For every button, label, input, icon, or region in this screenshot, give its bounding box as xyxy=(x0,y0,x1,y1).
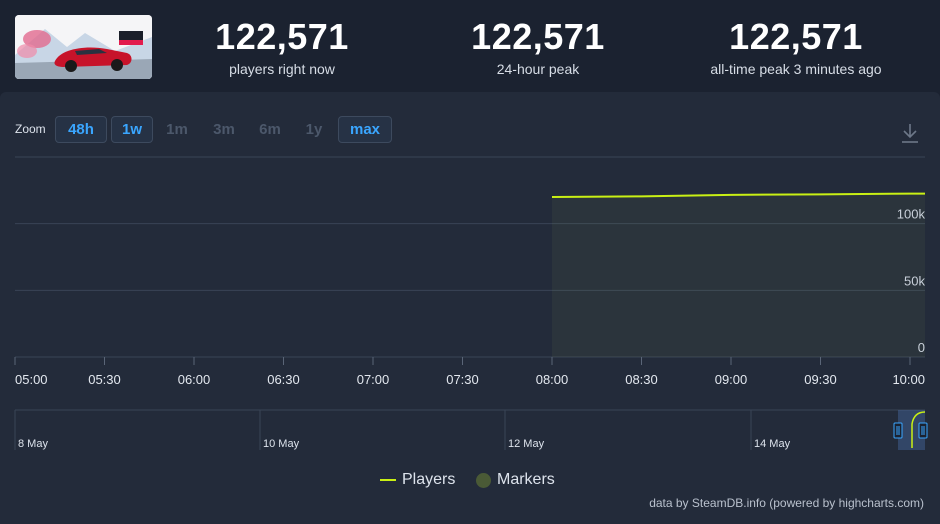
stat-24h-peak-value: 122,571 xyxy=(471,16,605,57)
series-line-players xyxy=(551,192,925,198)
stat-all-time-peak-label: all-time peak 3 minutes ago xyxy=(710,61,882,77)
y-tick-label-100k: 100k xyxy=(897,207,926,222)
chart-navigator[interactable]: 8 May 10 May 12 May 14 May xyxy=(14,409,928,450)
x-tick-label-08:30: 08:30 xyxy=(625,372,658,387)
chart-series-area xyxy=(551,192,925,357)
zoom-max-button[interactable]: max xyxy=(338,116,392,143)
stat-24h-peak: 122,571 24-hour peak xyxy=(408,18,668,78)
navigator-label-8-May: 8 May xyxy=(18,438,48,450)
x-tick-label-05:00: 05:00 xyxy=(15,372,48,387)
zoom-3m-button[interactable]: 3m xyxy=(213,121,235,138)
navigator-series-line xyxy=(911,411,926,448)
chart-gridlines xyxy=(15,156,925,358)
stat-current: 122,571 players right now xyxy=(152,18,412,78)
navigator-handle-right[interactable] xyxy=(918,422,928,439)
download-icon[interactable] xyxy=(900,122,920,144)
zoom-1w-button[interactable]: 1w xyxy=(111,116,153,143)
zoom-1y-button[interactable]: 1y xyxy=(305,121,323,138)
header-strip xyxy=(0,0,940,92)
zoom-48h-button[interactable]: 48h xyxy=(55,116,107,143)
x-tick-label-08:00: 08:00 xyxy=(536,372,569,387)
legend-item-markers[interactable]: Markers xyxy=(476,468,555,492)
markers-dot-icon xyxy=(476,472,491,488)
stat-current-value: 122,571 xyxy=(215,16,349,57)
x-tick-label-07:30: 07:30 xyxy=(446,372,479,387)
game-cover-art[interactable] xyxy=(15,15,152,79)
x-tick-label-06:30: 06:30 xyxy=(267,372,300,387)
legend-markers-label: Markers xyxy=(497,471,555,488)
game-cover-icon xyxy=(15,15,152,79)
chart-credits[interactable]: data by SteamDB.info (powered by highcha… xyxy=(649,496,924,510)
zoom-1m-button[interactable]: 1m xyxy=(166,121,188,138)
stat-current-label: players right now xyxy=(229,61,335,77)
series-area-players xyxy=(552,193,925,357)
zoom-6m-button[interactable]: 6m xyxy=(259,121,281,138)
players-line-icon xyxy=(380,479,396,481)
legend-item-players[interactable]: Players xyxy=(380,468,455,492)
x-tick-label-10:00: 10:00 xyxy=(892,372,925,387)
navigator-handle-left[interactable] xyxy=(893,422,903,439)
x-tick-label-09:00: 09:00 xyxy=(715,372,748,387)
y-tick-label-50k: 50k xyxy=(904,273,925,288)
chart-y-axis: 0 50k 100k xyxy=(897,207,926,355)
stat-all-time-peak-value: 122,571 xyxy=(729,16,863,57)
chart-x-axis: 05:00 05:30 06:00 06:30 07:00 07:30 08:00 08:30… xyxy=(14,357,925,387)
stat-all-time-peak: 122,571 all-time peak 3 minutes ago xyxy=(666,18,926,78)
navigator-label-10-May: 10 May xyxy=(263,438,300,450)
x-tick-label-09:30: 09:30 xyxy=(804,372,837,387)
x-tick-label-06:00: 06:00 xyxy=(178,372,211,387)
legend-players-label: Players xyxy=(402,471,456,488)
x-tick-label-07:00: 07:00 xyxy=(357,372,390,387)
zoom-label: Zoom xyxy=(15,122,46,136)
stat-24h-peak-label: 24-hour peak xyxy=(496,61,580,77)
navigator-label-12-May: 12 May xyxy=(508,438,545,450)
navigator-label-14-May: 14 May xyxy=(754,438,791,450)
y-tick-label-0: 0 xyxy=(918,340,925,355)
chart-panel xyxy=(0,92,940,524)
chart-legend: Players Markers xyxy=(0,468,940,492)
x-tick-label-05:30: 05:30 xyxy=(88,372,121,387)
